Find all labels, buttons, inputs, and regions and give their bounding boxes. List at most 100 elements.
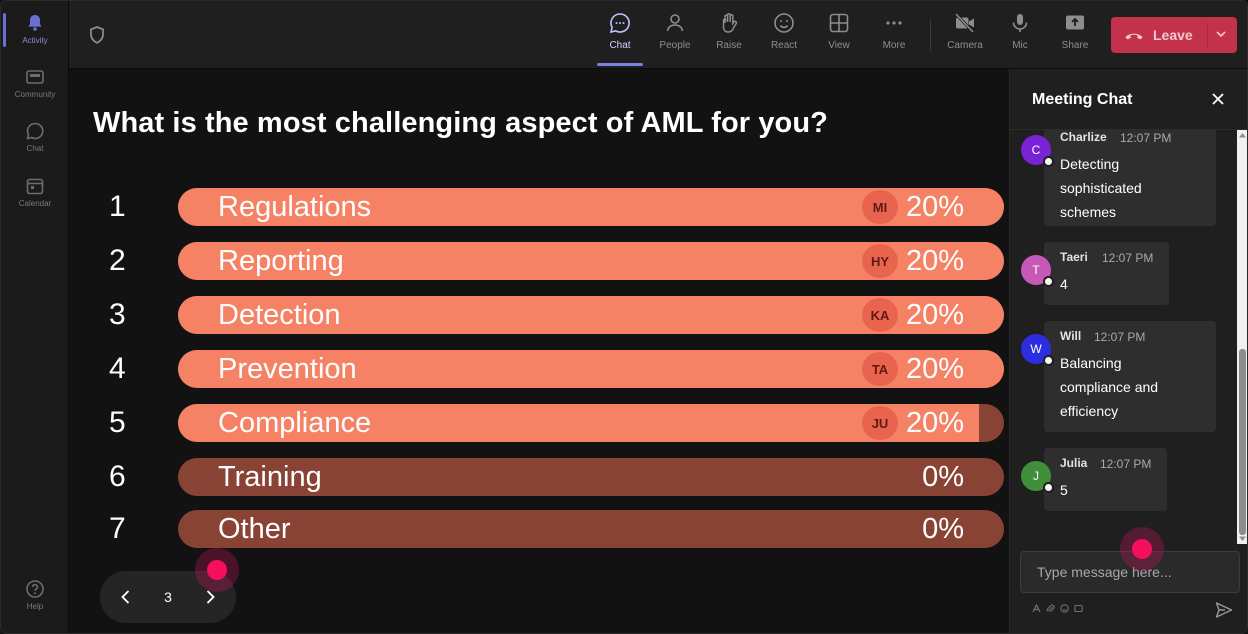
poll-option-row: 7 Other 0% (69, 510, 1009, 548)
rail-item-chat[interactable]: Chat (1, 121, 69, 153)
camera-off-icon (954, 12, 975, 34)
scroll-up-icon[interactable] (1239, 132, 1246, 138)
message-time: 12:07 PM (1100, 457, 1152, 471)
avatar-initial: C (1031, 143, 1041, 157)
shield-icon[interactable] (87, 25, 107, 45)
voter-avatar: TA (862, 352, 898, 386)
option-label: Other (218, 513, 291, 545)
option-bar: Detection KA 20% (178, 296, 1004, 334)
message-text: 5 (1060, 478, 1068, 502)
toolbar-raise-button[interactable]: Raise (704, 11, 754, 51)
sender-name: Will (1060, 329, 1082, 343)
message-line: Detecting (1060, 156, 1120, 172)
chevron-left-icon[interactable] (116, 587, 136, 607)
rail-item-calendar[interactable]: Calendar (1, 176, 69, 208)
leave-divider (1207, 23, 1208, 47)
toolbar-react-button[interactable]: React (759, 11, 809, 51)
option-number: 5 (109, 406, 126, 439)
toolbar-button-label: View (828, 40, 850, 51)
option-bar: Prevention TA 20% (178, 350, 1004, 388)
poll-option-row: 3 Detection KA 20% (69, 296, 1009, 334)
option-number: 6 (109, 460, 126, 493)
message-time: 12:07 PM (1120, 131, 1172, 145)
avatar[interactable]: W (1021, 334, 1054, 366)
avatar[interactable]: T (1021, 255, 1054, 287)
option-bar: Compliance JU 20% (178, 404, 1004, 442)
send-icon[interactable] (1214, 600, 1234, 620)
toolbar-people-button[interactable]: People (650, 11, 700, 51)
avatar-initial: J (1033, 469, 1039, 483)
chat-message[interactable]: Taeri 12:07 PM 4 (1044, 242, 1169, 305)
rail-item-community[interactable]: Community (1, 67, 69, 99)
chevron-down-icon[interactable] (1214, 27, 1228, 41)
active-tab-indicator (597, 63, 643, 66)
scroll-down-icon[interactable] (1239, 536, 1246, 542)
scrollbar-thumb[interactable] (1239, 349, 1246, 535)
attach-icon[interactable] (1046, 604, 1055, 613)
message-line: 5 (1060, 482, 1068, 498)
option-label: Training (218, 461, 322, 493)
poll-question: What is the most challenging aspect of A… (93, 107, 828, 139)
toolbar-view-button[interactable]: View (814, 11, 864, 51)
message-text: Balancing compliance and efficiency (1060, 351, 1158, 423)
option-bar: Reporting HY 20% (178, 242, 1004, 280)
cursor-highlight (1120, 527, 1164, 571)
rail-active-indicator (3, 13, 6, 47)
option-percent: 20% (905, 191, 964, 223)
chat-title: Meeting Chat (1032, 91, 1133, 108)
option-bar: Training 0% (178, 458, 1004, 496)
gif-icon[interactable] (1074, 604, 1083, 613)
poll-option-row: 4 Prevention TA 20% (69, 350, 1009, 388)
mic-icon (1012, 14, 1028, 32)
toolbar-share-button[interactable]: Share (1050, 11, 1100, 51)
toolbar-camera-button[interactable]: Camera (940, 11, 990, 51)
toolbar-mic-button[interactable]: Mic (995, 11, 1045, 51)
chat-message-input[interactable] (1020, 551, 1240, 593)
meeting-chat-panel: Meeting Chat Charlize 12:07 PM Detecting so… (1009, 69, 1247, 633)
rail-item-help[interactable]: Help (1, 579, 69, 611)
share-icon (1066, 15, 1084, 30)
bell-icon (28, 15, 42, 31)
people-icon (666, 14, 684, 32)
poll-option-row: 5 Compliance JU 20% (69, 404, 1009, 442)
chat-message-list: Charlize 12:07 PM Detecting sophisticated sc… (1010, 130, 1236, 544)
emoji-icon[interactable] (1060, 604, 1069, 613)
rail-item-label: Help (26, 602, 44, 611)
toolbar-button-label: People (659, 40, 691, 51)
rail-item-label: Chat (26, 144, 44, 153)
calendar-icon (26, 178, 44, 195)
toolbar-divider (930, 19, 931, 51)
avatar[interactable]: C (1021, 135, 1054, 167)
sender-name: Taeri (1060, 250, 1088, 264)
view-icon (829, 13, 849, 33)
option-percent: 20% (905, 353, 964, 385)
message-time: 12:07 PM (1102, 251, 1154, 265)
page-number: 3 (164, 589, 172, 605)
avatar-initial: T (1032, 263, 1040, 277)
option-percent: 0% (922, 513, 964, 545)
poll-option-row: 6 Training 0% (69, 458, 1009, 496)
chevron-right-icon[interactable] (200, 587, 220, 607)
chat-scrollbar[interactable] (1237, 130, 1247, 544)
close-icon[interactable] (1210, 91, 1226, 107)
presence-dot (1043, 355, 1054, 366)
toolbar-button-label: Camera (947, 40, 983, 51)
toolbar-more-button[interactable]: More (869, 11, 919, 51)
rail-item-activity[interactable]: Activity (1, 13, 69, 45)
toolbar-button-label: Share (1061, 40, 1089, 51)
avatar[interactable]: J (1021, 461, 1054, 493)
message-line: 4 (1060, 276, 1068, 292)
chat-message[interactable]: Charlize 12:07 PM Detecting sophisticated sc… (1044, 130, 1216, 226)
option-number: 3 (109, 298, 126, 331)
presence-dot (1043, 482, 1054, 493)
chat-header-divider (1010, 129, 1247, 130)
toolbar-button-label: Chat (609, 40, 631, 51)
chat-message[interactable]: Julia 12:07 PM 5 (1044, 448, 1167, 511)
avatar-initial: W (1030, 342, 1042, 356)
option-label: Regulations (218, 191, 372, 223)
message-line: sophisticated (1060, 180, 1142, 196)
chat-message[interactable]: Will 12:07 PM Balancing compliance and effic… (1044, 321, 1216, 432)
toolbar-chat-button[interactable]: Chat (595, 11, 645, 51)
leave-button[interactable]: Leave (1111, 17, 1237, 53)
format-icon[interactable] (1032, 604, 1041, 613)
